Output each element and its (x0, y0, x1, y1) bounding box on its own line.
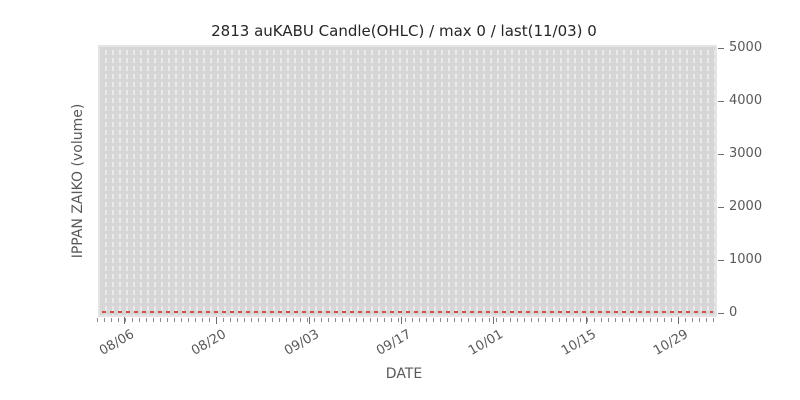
x-tick-label: 09/03 (281, 327, 322, 359)
chart-title: 2813 auKABU Candle(OHLC) / max 0 / last(… (211, 22, 597, 40)
x-tick-mark (216, 317, 217, 324)
x-tick-label: 10/29 (650, 327, 691, 359)
x-tick-mark (586, 317, 587, 324)
y-axis-label: IPPAN ZAIKO (volume) (70, 103, 86, 259)
y-tick-label: 1000 (729, 252, 763, 267)
x-tick-label: 08/20 (188, 327, 229, 359)
y-tick-label: 3000 (729, 146, 763, 161)
x-tick-mark (493, 317, 494, 324)
x-axis-label: DATE (385, 366, 423, 382)
x-tick-mark (401, 317, 402, 324)
y-tick-mark (718, 48, 724, 49)
y-tick-mark (718, 207, 724, 208)
x-tick-label: 09/17 (373, 327, 414, 359)
x-axis-minor-ticks (97, 318, 717, 322)
x-tick-mark (124, 317, 125, 324)
y-tick-label: 0 (729, 305, 738, 320)
y-tick-mark (718, 260, 724, 261)
plot-area (98, 45, 717, 317)
x-tick-label: 08/06 (96, 327, 137, 359)
x-tick-label: 10/15 (558, 327, 599, 359)
y-tick-mark (718, 313, 724, 314)
y-tick-label: 5000 (729, 40, 763, 55)
y-tick-mark (718, 154, 724, 155)
x-tick-label: 10/01 (465, 327, 506, 359)
y-tick-mark (718, 101, 724, 102)
y-tick-label: 4000 (729, 93, 763, 108)
x-tick-mark (309, 317, 310, 324)
zero-value-dashed-line (102, 311, 713, 313)
x-tick-mark (678, 317, 679, 324)
y-tick-label: 2000 (729, 199, 763, 214)
